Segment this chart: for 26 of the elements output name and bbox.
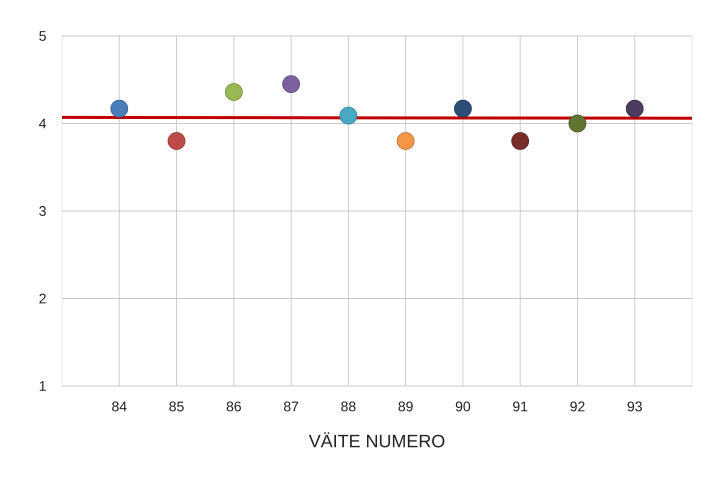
y-tick-label: 4 [39,118,46,128]
x-tick-label: 87 [284,402,298,412]
x-axis-title: VÄITE NUMERO [308,432,444,448]
y-tick-label: 2 [39,294,46,304]
x-tick-label: 92 [570,402,585,412]
point [568,114,586,132]
x-tick-label: 88 [341,402,356,412]
point [626,100,644,118]
x-tick-label: 84 [112,402,127,412]
point [339,106,358,125]
x-tick-label: 85 [169,402,184,412]
x-tick-label: 91 [513,402,528,412]
y-tick-label: 1 [40,381,46,391]
point [168,132,186,150]
point [110,100,128,118]
point [396,132,415,150]
x-tick-label: 89 [398,402,413,412]
point [511,132,530,150]
point [282,75,300,94]
y-tick-label: 5 [39,31,46,41]
y-tick-label: 3 [39,206,46,216]
x-tick-label: 93 [628,402,642,412]
x-tick-label: 86 [226,402,241,412]
point [454,100,472,118]
x-tick-label: 90 [456,402,470,412]
point [224,83,243,101]
